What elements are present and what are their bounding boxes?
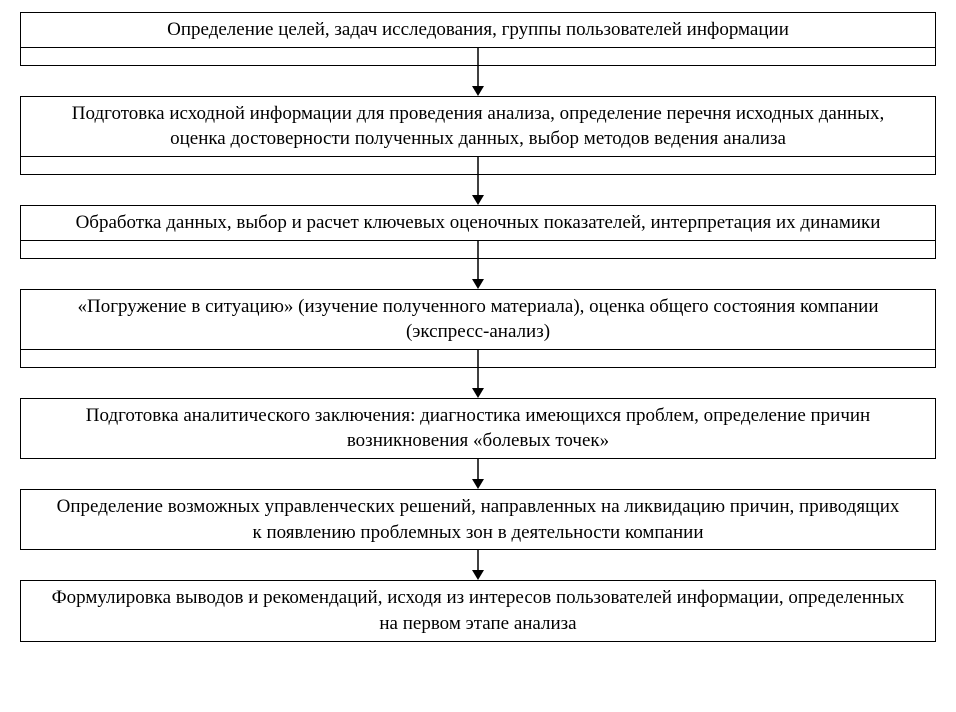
step-text: «Погружение в ситуацию» (изучение получе… [78,296,879,343]
step-box-4: «Погружение в ситуацию» (изучение получе… [20,289,936,350]
arrow-down-icon [469,66,487,96]
arrow-down-icon [469,368,487,398]
step-box-7: Формулировка выводов и рекомендаций, исх… [20,580,936,641]
arrow-2 [20,175,936,205]
arrow-down-icon [469,550,487,580]
arrow-5 [20,459,936,489]
step-box-6: Определение возможных управленческих реш… [20,489,936,550]
step-box-1: Определение целей, задач исследования, г… [20,12,936,48]
arrow-down-icon [469,459,487,489]
arrow-3 [20,259,936,289]
step-text: Формулировка выводов и рекомендаций, исх… [52,587,905,634]
step-box-2: Подготовка исходной информации для прове… [20,96,936,157]
step-text: Определение целей, задач исследования, г… [167,19,789,40]
step-box-3: Обработка данных, выбор и расчет ключевы… [20,205,936,241]
arrow-down-icon [469,175,487,205]
arrow-1 [20,66,936,96]
arrow-6 [20,550,936,580]
step-box-5: Подготовка аналитического заключения: ди… [20,398,936,459]
flowchart-container: Определение целей, задач исследования, г… [20,12,936,642]
step-text: Подготовка аналитического заключения: ди… [86,405,870,452]
arrow-down-icon [469,259,487,289]
step-text: Подготовка исходной информации для прове… [72,103,884,150]
arrow-4 [20,368,936,398]
step-text: Обработка данных, выбор и расчет ключевы… [76,212,881,233]
step-text: Определение возможных управленческих реш… [57,496,900,543]
